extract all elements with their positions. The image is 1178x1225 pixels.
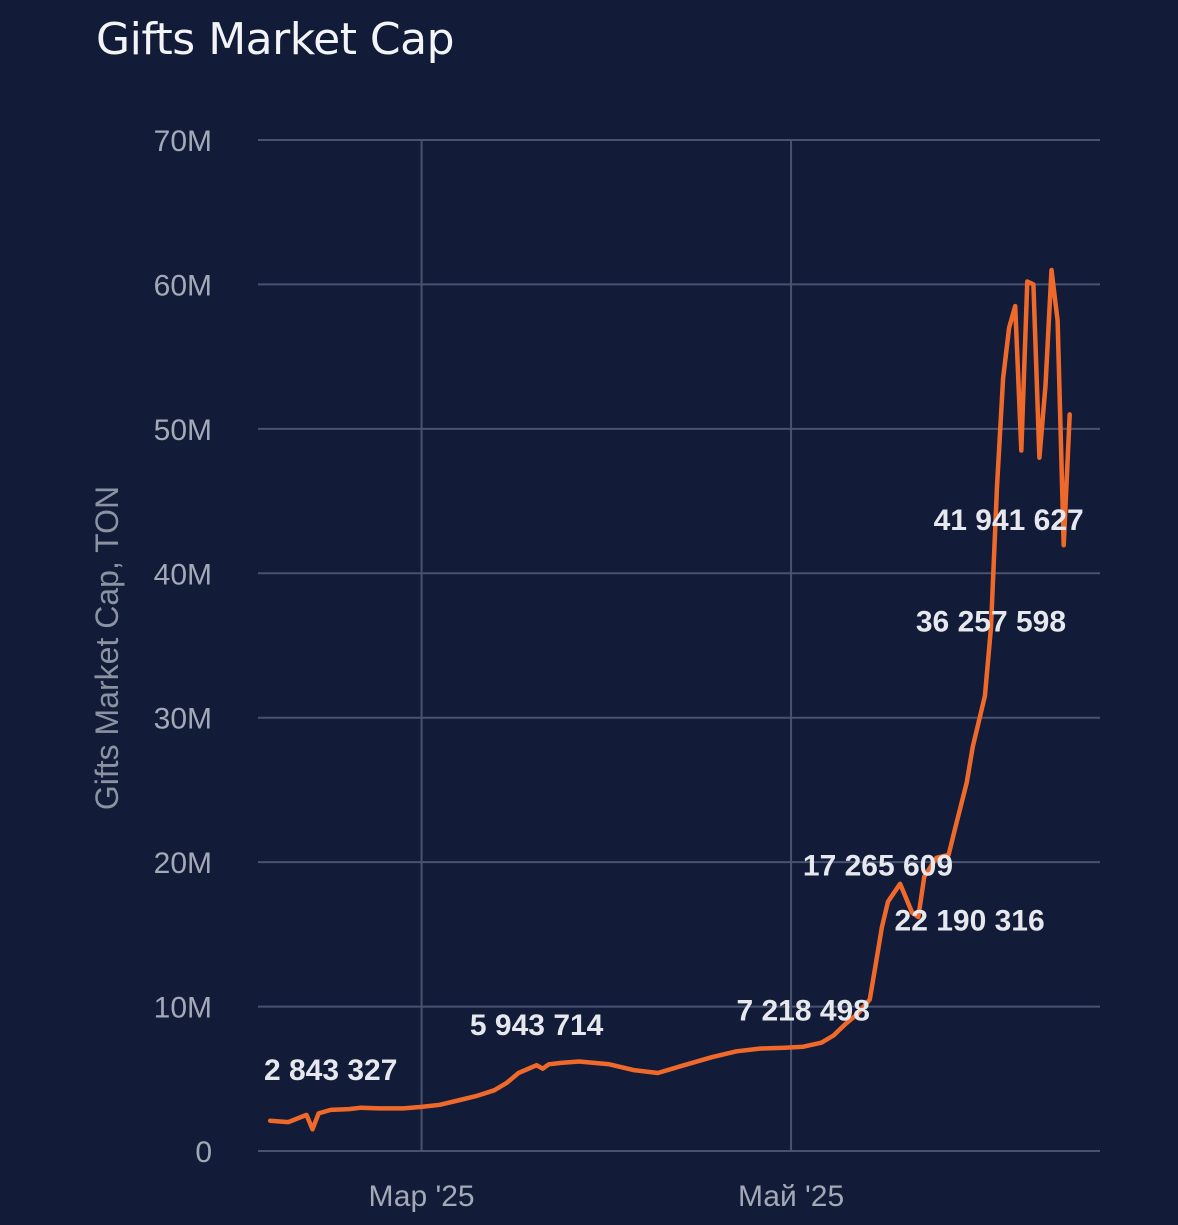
x-tick-label: Мар '25 [368, 1180, 474, 1213]
series-line [267, 267, 1072, 1132]
data-labels: 2 843 327 5 943 714 7 218 498 17 265 609 22 … [264, 504, 1084, 1087]
data-label: 5 943 714 [470, 1009, 604, 1042]
data-label: 22 190 316 [895, 905, 1045, 938]
y-axis-label: Gifts Market Cap, TON [89, 486, 125, 810]
data-label: 36 257 598 [916, 605, 1066, 638]
y-tick-label: 40M [154, 558, 212, 591]
data-label: 7 218 498 [736, 995, 869, 1028]
y-tick-label: 10M [154, 992, 212, 1025]
y-tick-label: 60M [154, 269, 212, 302]
series-layer [267, 267, 1072, 1132]
y-tick-label: 20M [154, 847, 212, 880]
x-tick-label: Май '25 [738, 1180, 844, 1213]
axis-ticks: 0 10M 20M 30M 40M 50M 60M 70M Мар '25 Май '25 [154, 125, 845, 1213]
y-tick-label: 70M [154, 125, 212, 158]
chart-title: Gifts Market Cap [96, 14, 455, 65]
y-tick-label: 50M [154, 414, 212, 447]
y-tick-label: 30M [154, 703, 212, 736]
y-tick-label: 0 [195, 1136, 212, 1169]
data-label: 2 843 327 [264, 1054, 397, 1087]
data-label: 17 265 609 [803, 850, 953, 883]
data-label: 41 941 627 [934, 504, 1084, 537]
grid-lines [258, 139, 1100, 1152]
